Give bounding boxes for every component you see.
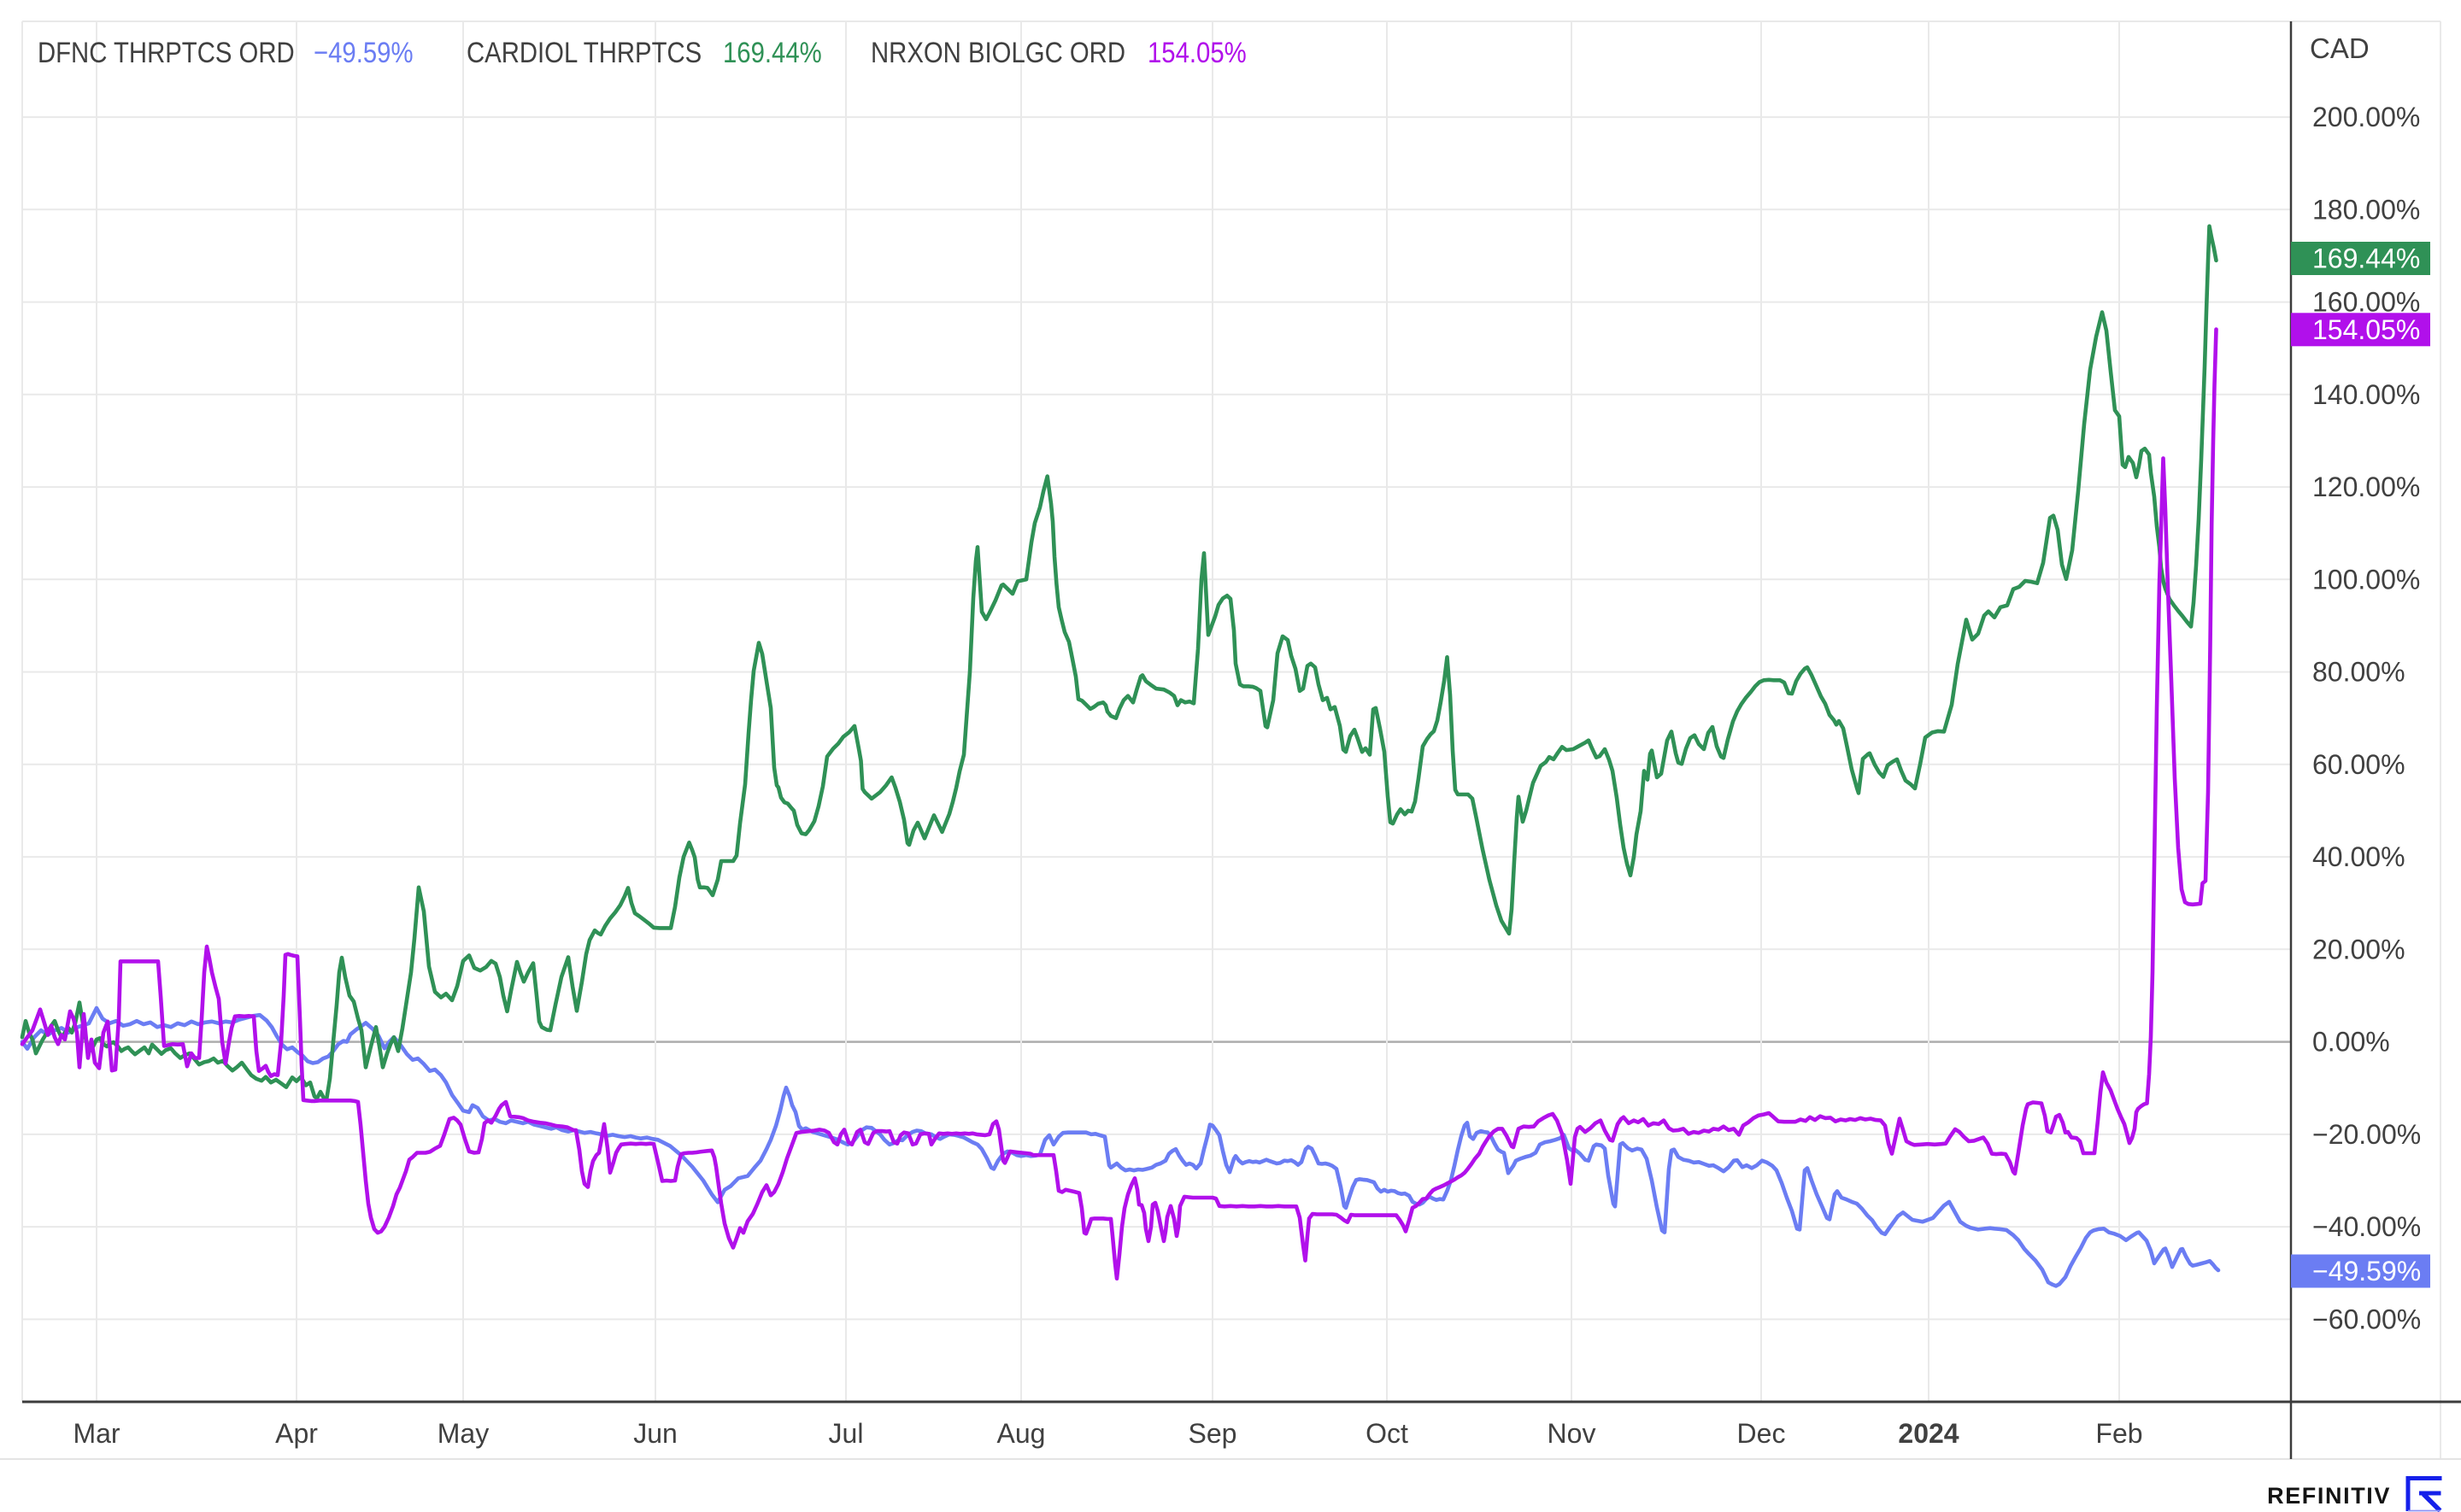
- svg-text:−20.00%: −20.00%: [2312, 1119, 2421, 1150]
- svg-text:0.00%: 0.00%: [2312, 1027, 2390, 1058]
- svg-text:DFNC THRPTCS ORD: DFNC THRPTCS ORD: [38, 36, 295, 69]
- svg-text:Apr: Apr: [275, 1418, 318, 1449]
- svg-text:Jul: Jul: [829, 1418, 864, 1449]
- svg-text:−40.00%: −40.00%: [2312, 1211, 2421, 1242]
- svg-text:NRXON BIOLGC ORD: NRXON BIOLGC ORD: [871, 36, 1125, 69]
- svg-text:Mar: Mar: [73, 1418, 120, 1449]
- svg-text:CAD: CAD: [2310, 32, 2370, 64]
- svg-text:169.44%: 169.44%: [723, 36, 822, 69]
- svg-text:200.00%: 200.00%: [2312, 102, 2420, 132]
- svg-text:May: May: [438, 1418, 489, 1449]
- svg-text:−60.00%: −60.00%: [2312, 1304, 2421, 1334]
- svg-text:Nov: Nov: [1548, 1418, 1596, 1449]
- svg-text:169.44%: 169.44%: [2312, 243, 2420, 274]
- svg-text:Aug: Aug: [997, 1418, 1046, 1449]
- svg-text:−49.59%: −49.59%: [314, 36, 414, 69]
- svg-text:154.05%: 154.05%: [1148, 36, 1247, 69]
- svg-text:−49.59%: −49.59%: [2312, 1256, 2421, 1286]
- svg-text:60.00%: 60.00%: [2312, 749, 2405, 780]
- svg-text:REFINITIV: REFINITIV: [2267, 1483, 2391, 1509]
- svg-text:40.00%: 40.00%: [2312, 841, 2405, 872]
- svg-text:140.00%: 140.00%: [2312, 379, 2420, 410]
- svg-text:100.00%: 100.00%: [2312, 564, 2420, 595]
- svg-text:20.00%: 20.00%: [2312, 934, 2405, 964]
- svg-text:Sep: Sep: [1189, 1418, 1237, 1449]
- svg-text:Dec: Dec: [1737, 1418, 1786, 1449]
- svg-text:154.05%: 154.05%: [2312, 314, 2420, 345]
- svg-text:2024: 2024: [1898, 1418, 1959, 1449]
- svg-text:Jun: Jun: [633, 1418, 678, 1449]
- svg-text:160.00%: 160.00%: [2312, 287, 2420, 318]
- svg-text:80.00%: 80.00%: [2312, 657, 2405, 688]
- svg-text:120.00%: 120.00%: [2312, 472, 2420, 502]
- svg-text:CARDIOL THRPTCS: CARDIOL THRPTCS: [467, 36, 702, 69]
- svg-text:180.00%: 180.00%: [2312, 194, 2420, 225]
- svg-text:Oct: Oct: [1366, 1418, 1408, 1449]
- svg-text:Feb: Feb: [2095, 1418, 2142, 1449]
